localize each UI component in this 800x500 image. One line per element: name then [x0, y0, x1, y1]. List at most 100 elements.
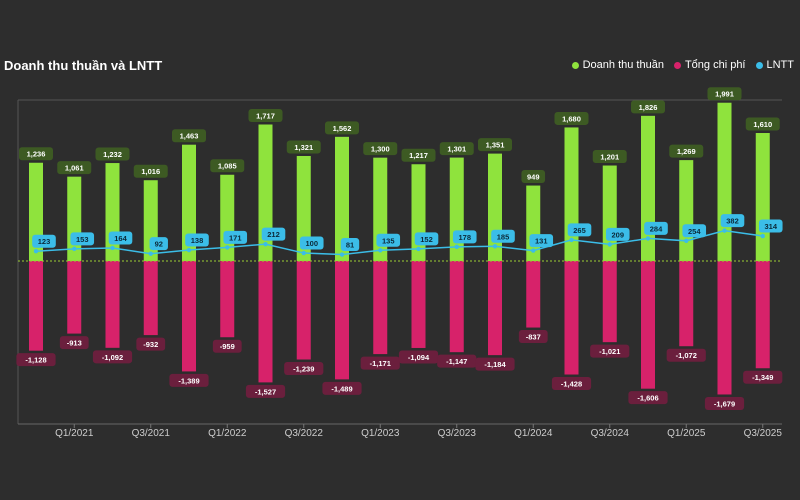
lntt-point [607, 242, 612, 247]
cost-bar [258, 261, 273, 383]
lntt-data-label-bg [299, 236, 324, 250]
cost-data-label-bg [322, 381, 362, 395]
revenue-data-label-bg [172, 129, 206, 143]
lntt-point [684, 238, 689, 244]
legend-item-lntt[interactable]: LNTT [755, 59, 795, 71]
lntt-data-label: 254 [688, 227, 701, 236]
cost-data-label: -1,389 [178, 376, 199, 385]
cost-data-label: -1,021 [599, 347, 620, 356]
cost-data-label: -1,072 [676, 351, 697, 360]
cost-data-label-bg [590, 344, 630, 358]
revenue-data-label-bg [210, 159, 245, 173]
cost-data-label: -959 [220, 342, 235, 351]
cost-bar [67, 261, 82, 334]
cost-data-label: -1,147 [446, 357, 467, 366]
x-tick-label: Q1/2023 [361, 428, 400, 439]
revenue-data-label: 1,236 [27, 150, 46, 159]
lntt-data-label-bg [644, 221, 668, 235]
revenue-data-label: 1,232 [103, 150, 122, 159]
lntt-data-label: 265 [573, 226, 586, 235]
revenue-data-label-bg [248, 108, 283, 122]
lntt-point [454, 244, 459, 250]
cost-data-label-bg [518, 330, 548, 344]
revenue-data-label: 1,562 [333, 124, 352, 133]
revenue-bar [717, 102, 732, 261]
lntt-data-label: 81 [346, 241, 354, 250]
lntt-data-label-bg [32, 234, 56, 248]
cost-data-label-bg [169, 373, 209, 387]
cost-bar [182, 261, 196, 372]
lntt-data-label-bg [108, 231, 133, 245]
cost-data-label: -1,239 [293, 365, 314, 374]
cost-bar [488, 261, 502, 356]
cost-data-label: -1,606 [637, 394, 658, 403]
lntt-point [148, 251, 153, 256]
lntt-point [33, 249, 39, 254]
revenue-bar [182, 144, 196, 261]
cost-data-label-bg [360, 356, 400, 370]
revenue-data-label: 1,269 [677, 147, 696, 156]
cost-data-label: -1,171 [370, 359, 391, 368]
lntt-data-label: 100 [305, 239, 318, 248]
lntt-data-label: 92 [155, 240, 163, 249]
cost-data-label-bg [92, 350, 133, 364]
x-tick-label: Q1/2022 [208, 428, 247, 439]
lntt-point [760, 233, 765, 239]
lntt-data-label: 212 [267, 230, 280, 239]
lntt-point [110, 245, 115, 251]
lntt-point [378, 248, 383, 253]
cost-bar [679, 261, 694, 347]
revenue-data-label-bg [57, 161, 92, 175]
cost-bar [564, 261, 579, 375]
revenue-data-label-bg [133, 164, 168, 178]
cost-bar [335, 261, 349, 380]
lntt-data-label: 185 [497, 232, 510, 241]
revenue-data-label: 1,300 [371, 145, 390, 154]
lntt-data-label-bg [758, 219, 783, 233]
revenue-data-label: 1,991 [715, 90, 734, 99]
lntt-data-label-bg [567, 223, 592, 237]
cost-data-label-bg [551, 377, 592, 391]
revenue-data-label: 1,610 [753, 120, 772, 129]
legend-label-lntt: LNTT [766, 59, 795, 71]
lntt-data-label: 178 [458, 233, 471, 242]
lntt-data-label-bg [720, 214, 745, 228]
lntt-data-label-bg [452, 230, 477, 244]
lntt-data-label: 152 [420, 235, 433, 244]
lntt-point [301, 250, 306, 256]
cost-data-label: -913 [67, 339, 82, 348]
lntt-data-label-bg [261, 227, 286, 241]
legend: Doanh thu thuần Tổng chi phí LNTT [571, 59, 795, 71]
x-tick-label: Q3/2024 [591, 428, 630, 439]
cost-data-label: -837 [526, 333, 541, 342]
revenue-bar [296, 155, 311, 261]
legend-label-total-cost: Tổng chi phí [684, 59, 746, 71]
lntt-data-label-bg [682, 224, 707, 238]
cost-data-label-bg [666, 348, 706, 362]
revenue-data-label: 1,826 [639, 103, 658, 112]
lntt-data-label-bg [185, 233, 209, 247]
lntt-point [263, 241, 268, 247]
cost-bar [29, 261, 43, 351]
lntt-data-label-bg [149, 237, 168, 251]
chart-title: Doanh thu thuần và LNTT [4, 58, 163, 73]
cost-bar [526, 261, 541, 328]
x-tick-label: Q3/2025 [744, 428, 783, 439]
cost-data-label: -932 [143, 340, 158, 349]
revenue-data-label: 1,680 [562, 114, 581, 123]
cost-bar [220, 261, 235, 338]
lntt-point [645, 236, 651, 241]
x-tick-label: Q3/2021 [132, 428, 171, 439]
cost-bar [373, 261, 388, 355]
legend-item-revenue[interactable]: Doanh thu thuần [571, 59, 664, 71]
revenue-data-label: 1,301 [447, 145, 466, 154]
lntt-data-label-bg [529, 234, 554, 248]
revenue-data-label-bg [363, 142, 398, 156]
legend-item-total-cost[interactable]: Tổng chi phí [673, 59, 746, 71]
lntt-point [492, 244, 498, 249]
cost-data-label: -1,679 [714, 399, 735, 408]
x-tick-label: Q1/2021 [55, 428, 94, 439]
revenue-data-label: 1,717 [256, 111, 275, 120]
lntt-point [72, 246, 77, 252]
cost-data-label-bg [437, 354, 477, 368]
